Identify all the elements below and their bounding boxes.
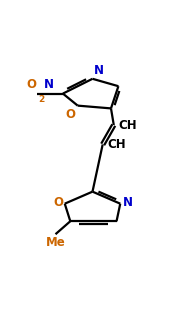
Text: O: O (53, 196, 63, 209)
Text: N: N (123, 196, 133, 209)
Text: O: O (26, 78, 36, 91)
Text: O: O (66, 108, 76, 121)
Text: CH: CH (107, 138, 126, 151)
Text: N: N (43, 78, 53, 91)
Text: 2: 2 (38, 95, 44, 105)
Text: Me: Me (46, 236, 65, 249)
Text: CH: CH (118, 119, 137, 131)
Text: N: N (94, 64, 104, 77)
